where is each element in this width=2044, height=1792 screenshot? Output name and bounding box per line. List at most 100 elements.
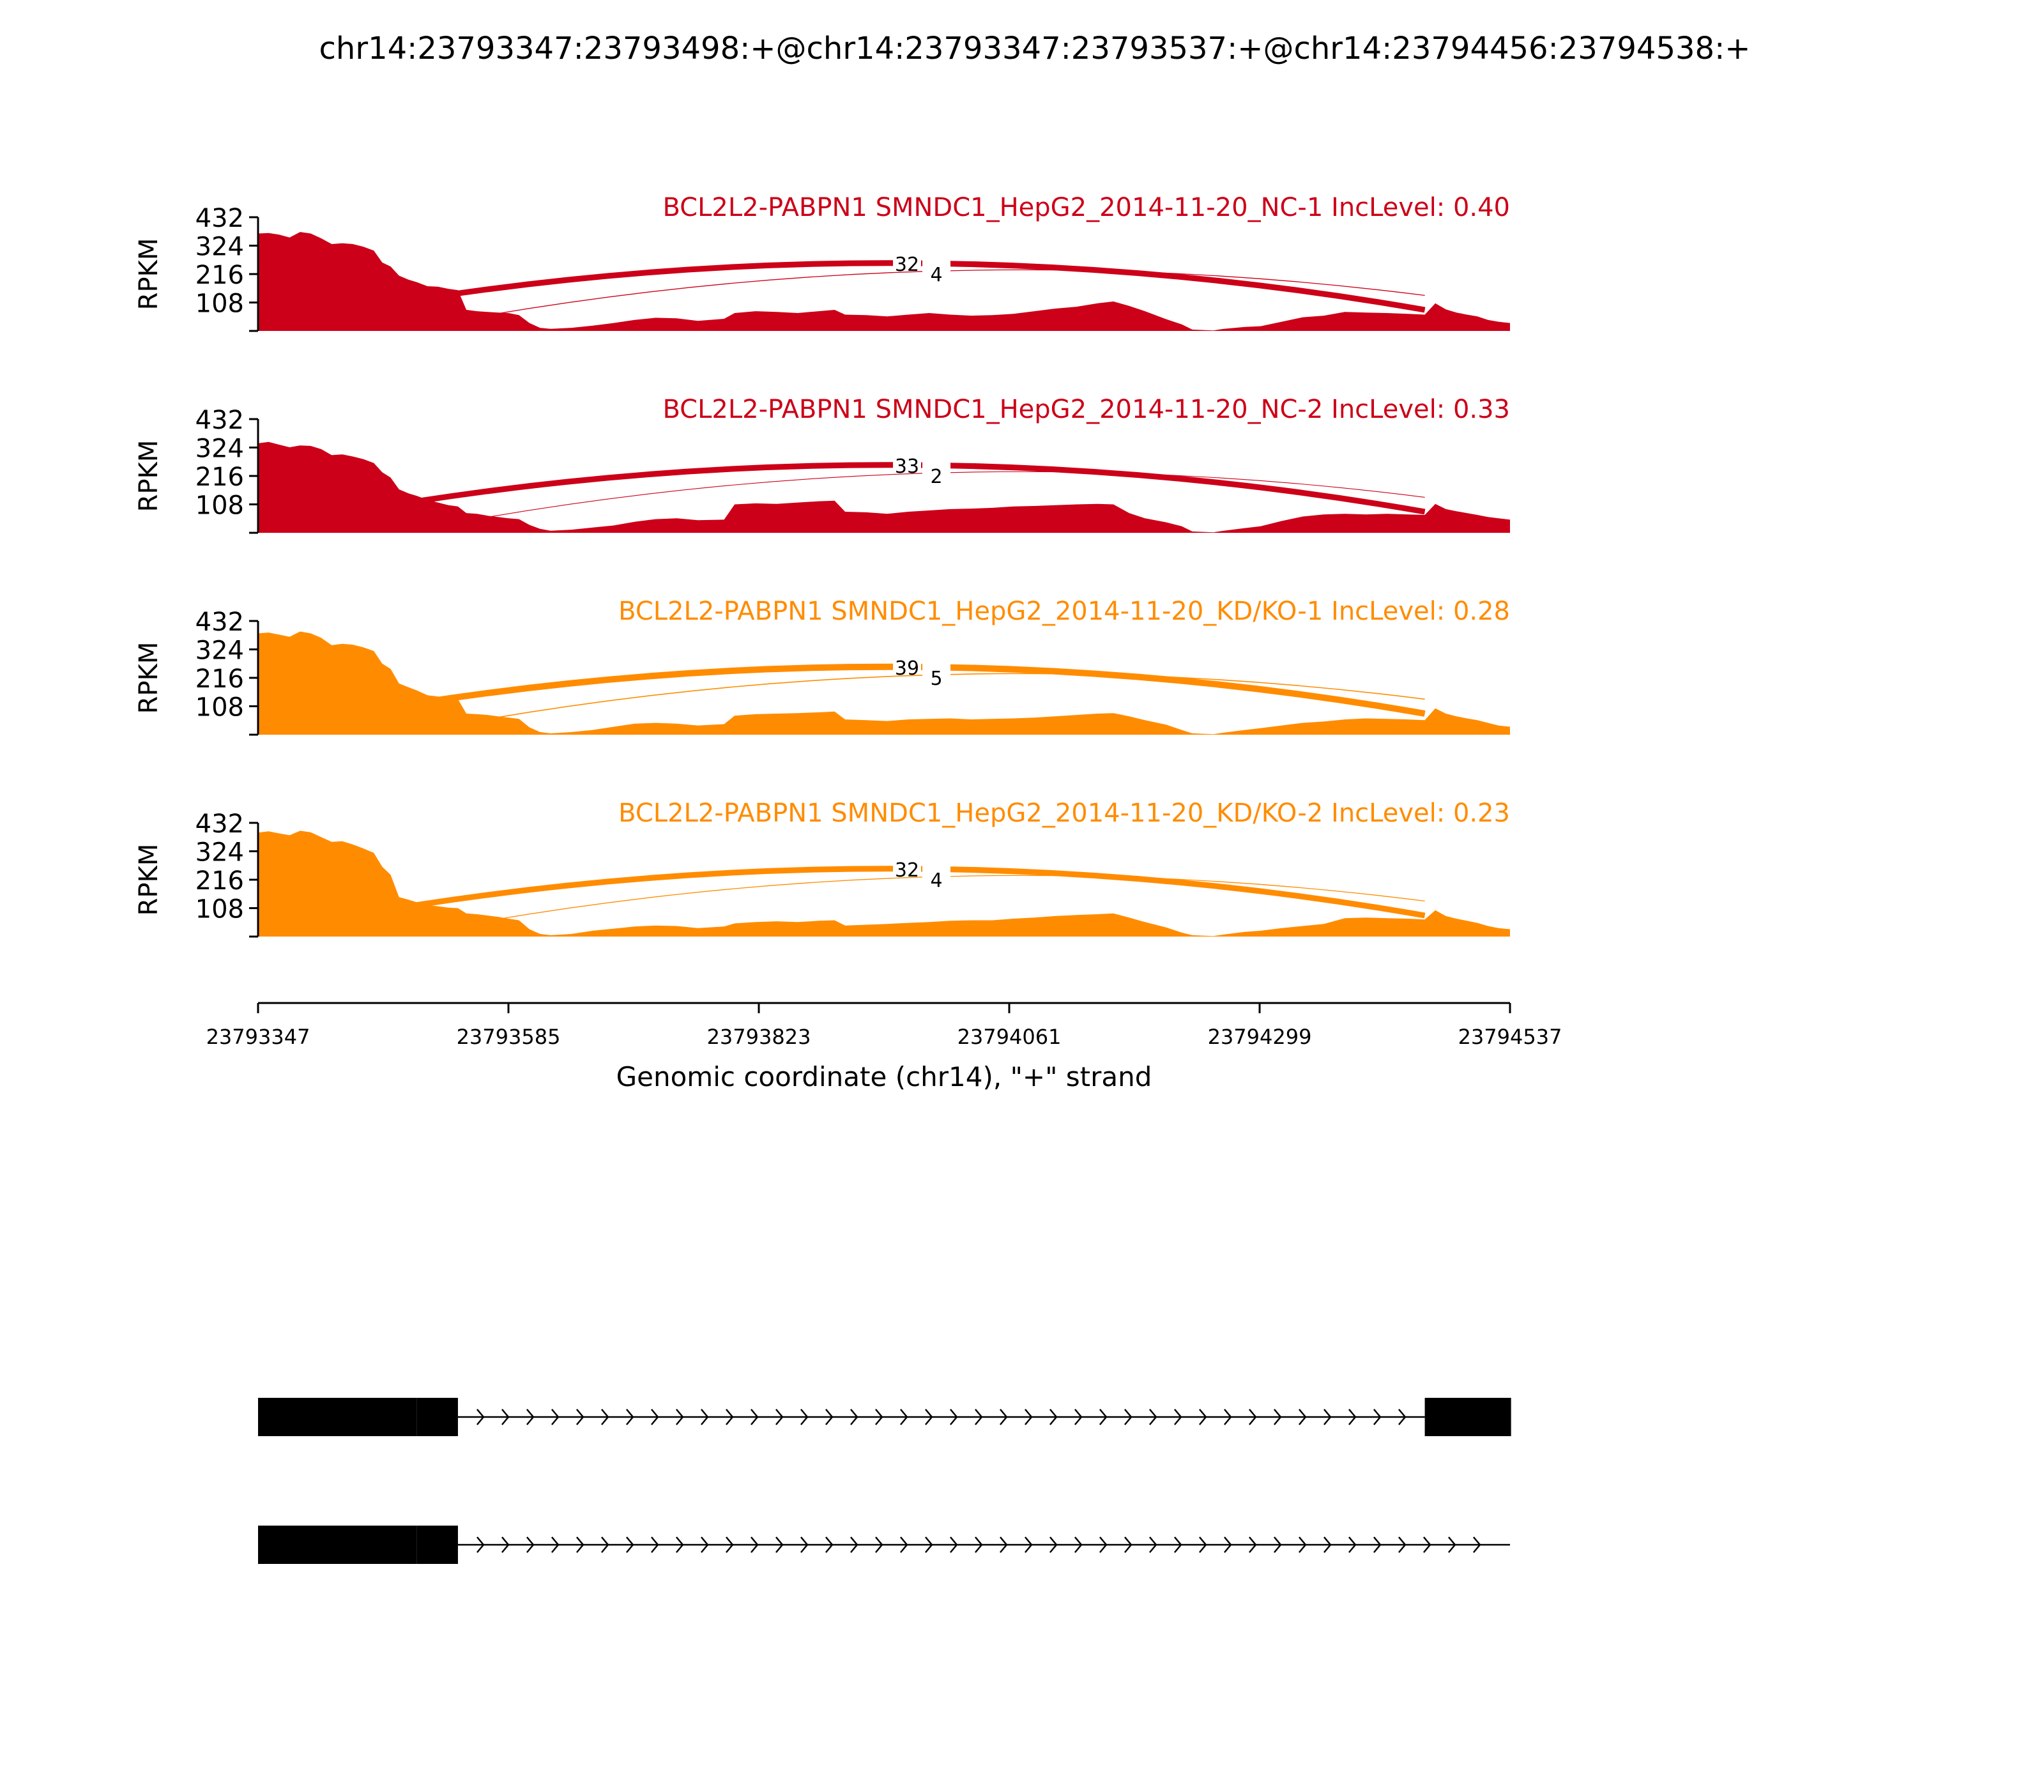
strand-arrow bbox=[1422, 1536, 1431, 1553]
y-tick-label: 432 bbox=[195, 204, 244, 233]
exon-block bbox=[1424, 1398, 1511, 1436]
strand-arrow bbox=[1223, 1409, 1232, 1425]
strand-arrow bbox=[825, 1409, 834, 1425]
strand-arrow bbox=[576, 1536, 584, 1553]
y-tick-label: 216 bbox=[195, 463, 244, 492]
junction-count-bg bbox=[922, 663, 950, 689]
strand-arrow bbox=[1273, 1409, 1282, 1425]
strand-arrow bbox=[1049, 1536, 1058, 1553]
y-tick-label: 432 bbox=[195, 608, 244, 637]
strand-arrow bbox=[1074, 1536, 1083, 1553]
strand-arrow bbox=[1298, 1536, 1307, 1553]
strand-arrow bbox=[1099, 1409, 1108, 1425]
junction-count: 4 bbox=[930, 869, 942, 892]
junction-count: 5 bbox=[930, 668, 942, 690]
x-tick-label: 23794061 bbox=[957, 1025, 1062, 1049]
strand-arrow bbox=[1223, 1536, 1232, 1553]
strand-arrow bbox=[825, 1536, 834, 1553]
strand-arrow bbox=[999, 1536, 1008, 1553]
strand-arrow bbox=[924, 1409, 933, 1425]
strand-arrow bbox=[949, 1536, 958, 1553]
y-tick-label: 108 bbox=[195, 289, 244, 319]
y-axis-label: RPKM bbox=[134, 440, 164, 512]
strand-arrow bbox=[551, 1536, 560, 1553]
coverage-area-2 bbox=[258, 441, 1510, 533]
strand-arrow bbox=[1323, 1536, 1332, 1553]
y-tick-label: 216 bbox=[195, 664, 244, 694]
strand-arrow bbox=[1024, 1409, 1033, 1425]
junction-count-bg bbox=[893, 653, 921, 678]
x-axis: 23793347 23793585 23793823 23794061 23794299… bbox=[206, 1002, 1562, 1092]
strand-arrow bbox=[1124, 1536, 1133, 1553]
x-tick-label: 23794299 bbox=[1208, 1025, 1312, 1049]
x-tick-label: 23793585 bbox=[457, 1025, 561, 1049]
strand-arrow bbox=[476, 1409, 485, 1425]
strand-arrow bbox=[1472, 1536, 1481, 1553]
coverage-area-1 bbox=[258, 232, 1510, 331]
junction-count-bg bbox=[922, 865, 950, 891]
strand-arrow bbox=[1373, 1536, 1382, 1553]
isoform-models bbox=[258, 1398, 1511, 1564]
strand-arrow bbox=[1173, 1536, 1182, 1553]
exon-block bbox=[416, 1526, 458, 1564]
strand-arrow bbox=[1348, 1409, 1357, 1425]
strand-arrow bbox=[675, 1536, 684, 1553]
track-label: BCL2L2-PABPN1 SMNDC1_HepG2_2014-11-20_KD… bbox=[618, 799, 1510, 828]
strand-arrow bbox=[775, 1409, 784, 1425]
strand-arrow bbox=[501, 1536, 510, 1553]
x-tick-label: 23794537 bbox=[1458, 1025, 1562, 1049]
y-axis-label: RPKM bbox=[134, 238, 164, 310]
strand-arrow bbox=[675, 1409, 684, 1425]
strand-arrow bbox=[1447, 1536, 1456, 1553]
y-tick-label: 324 bbox=[195, 434, 244, 464]
isoform-2 bbox=[258, 1526, 1510, 1564]
strand-arrow bbox=[850, 1409, 858, 1425]
junction-count-bg bbox=[922, 461, 950, 487]
strand-arrow bbox=[750, 1409, 759, 1425]
strand-arrow bbox=[1323, 1409, 1332, 1425]
y-tick-label: 216 bbox=[195, 261, 244, 290]
strand-arrow bbox=[476, 1536, 485, 1553]
y-tick-label: 324 bbox=[195, 838, 244, 868]
x-tick-label: 23793823 bbox=[707, 1025, 811, 1049]
strand-arrow bbox=[1398, 1409, 1407, 1425]
strand-arrow bbox=[650, 1409, 659, 1425]
track-label: BCL2L2-PABPN1 SMNDC1_HepG2_2014-11-20_NC… bbox=[662, 395, 1510, 424]
strand-arrow bbox=[874, 1409, 883, 1425]
strand-arrow bbox=[600, 1536, 609, 1553]
junction-count-bg bbox=[893, 249, 921, 275]
exon-block bbox=[258, 1398, 417, 1436]
coverage-area-4 bbox=[258, 831, 1510, 937]
strand-arrow bbox=[850, 1536, 858, 1553]
track-label: BCL2L2-PABPN1 SMNDC1_HepG2_2014-11-20_KD… bbox=[618, 597, 1510, 626]
y-tick-label: 108 bbox=[195, 895, 244, 924]
strand-arrow bbox=[700, 1536, 709, 1553]
strand-arrow bbox=[725, 1409, 734, 1425]
exon-block bbox=[416, 1398, 458, 1436]
strand-arrow bbox=[1198, 1409, 1207, 1425]
strand-arrow bbox=[1273, 1536, 1282, 1553]
isoform-1 bbox=[258, 1398, 1511, 1436]
strand-arrow bbox=[1148, 1536, 1157, 1553]
strand-arrow bbox=[1373, 1409, 1382, 1425]
y-axis-label: RPKM bbox=[134, 844, 164, 916]
strand-arrow bbox=[1173, 1409, 1182, 1425]
y-tick-label: 108 bbox=[195, 693, 244, 723]
coverage-area-3 bbox=[258, 631, 1510, 735]
strand-arrow bbox=[974, 1409, 983, 1425]
strand-arrow bbox=[625, 1536, 634, 1553]
strand-arrow bbox=[551, 1409, 560, 1425]
y-tick-label: 324 bbox=[195, 636, 244, 666]
strand-arrow bbox=[650, 1536, 659, 1553]
strand-arrow bbox=[501, 1409, 510, 1425]
strand-arrow bbox=[625, 1409, 634, 1425]
strand-arrow bbox=[725, 1536, 734, 1553]
strand-arrow bbox=[1298, 1409, 1307, 1425]
strand-arrow bbox=[1348, 1536, 1357, 1553]
strand-arrow bbox=[924, 1536, 933, 1553]
